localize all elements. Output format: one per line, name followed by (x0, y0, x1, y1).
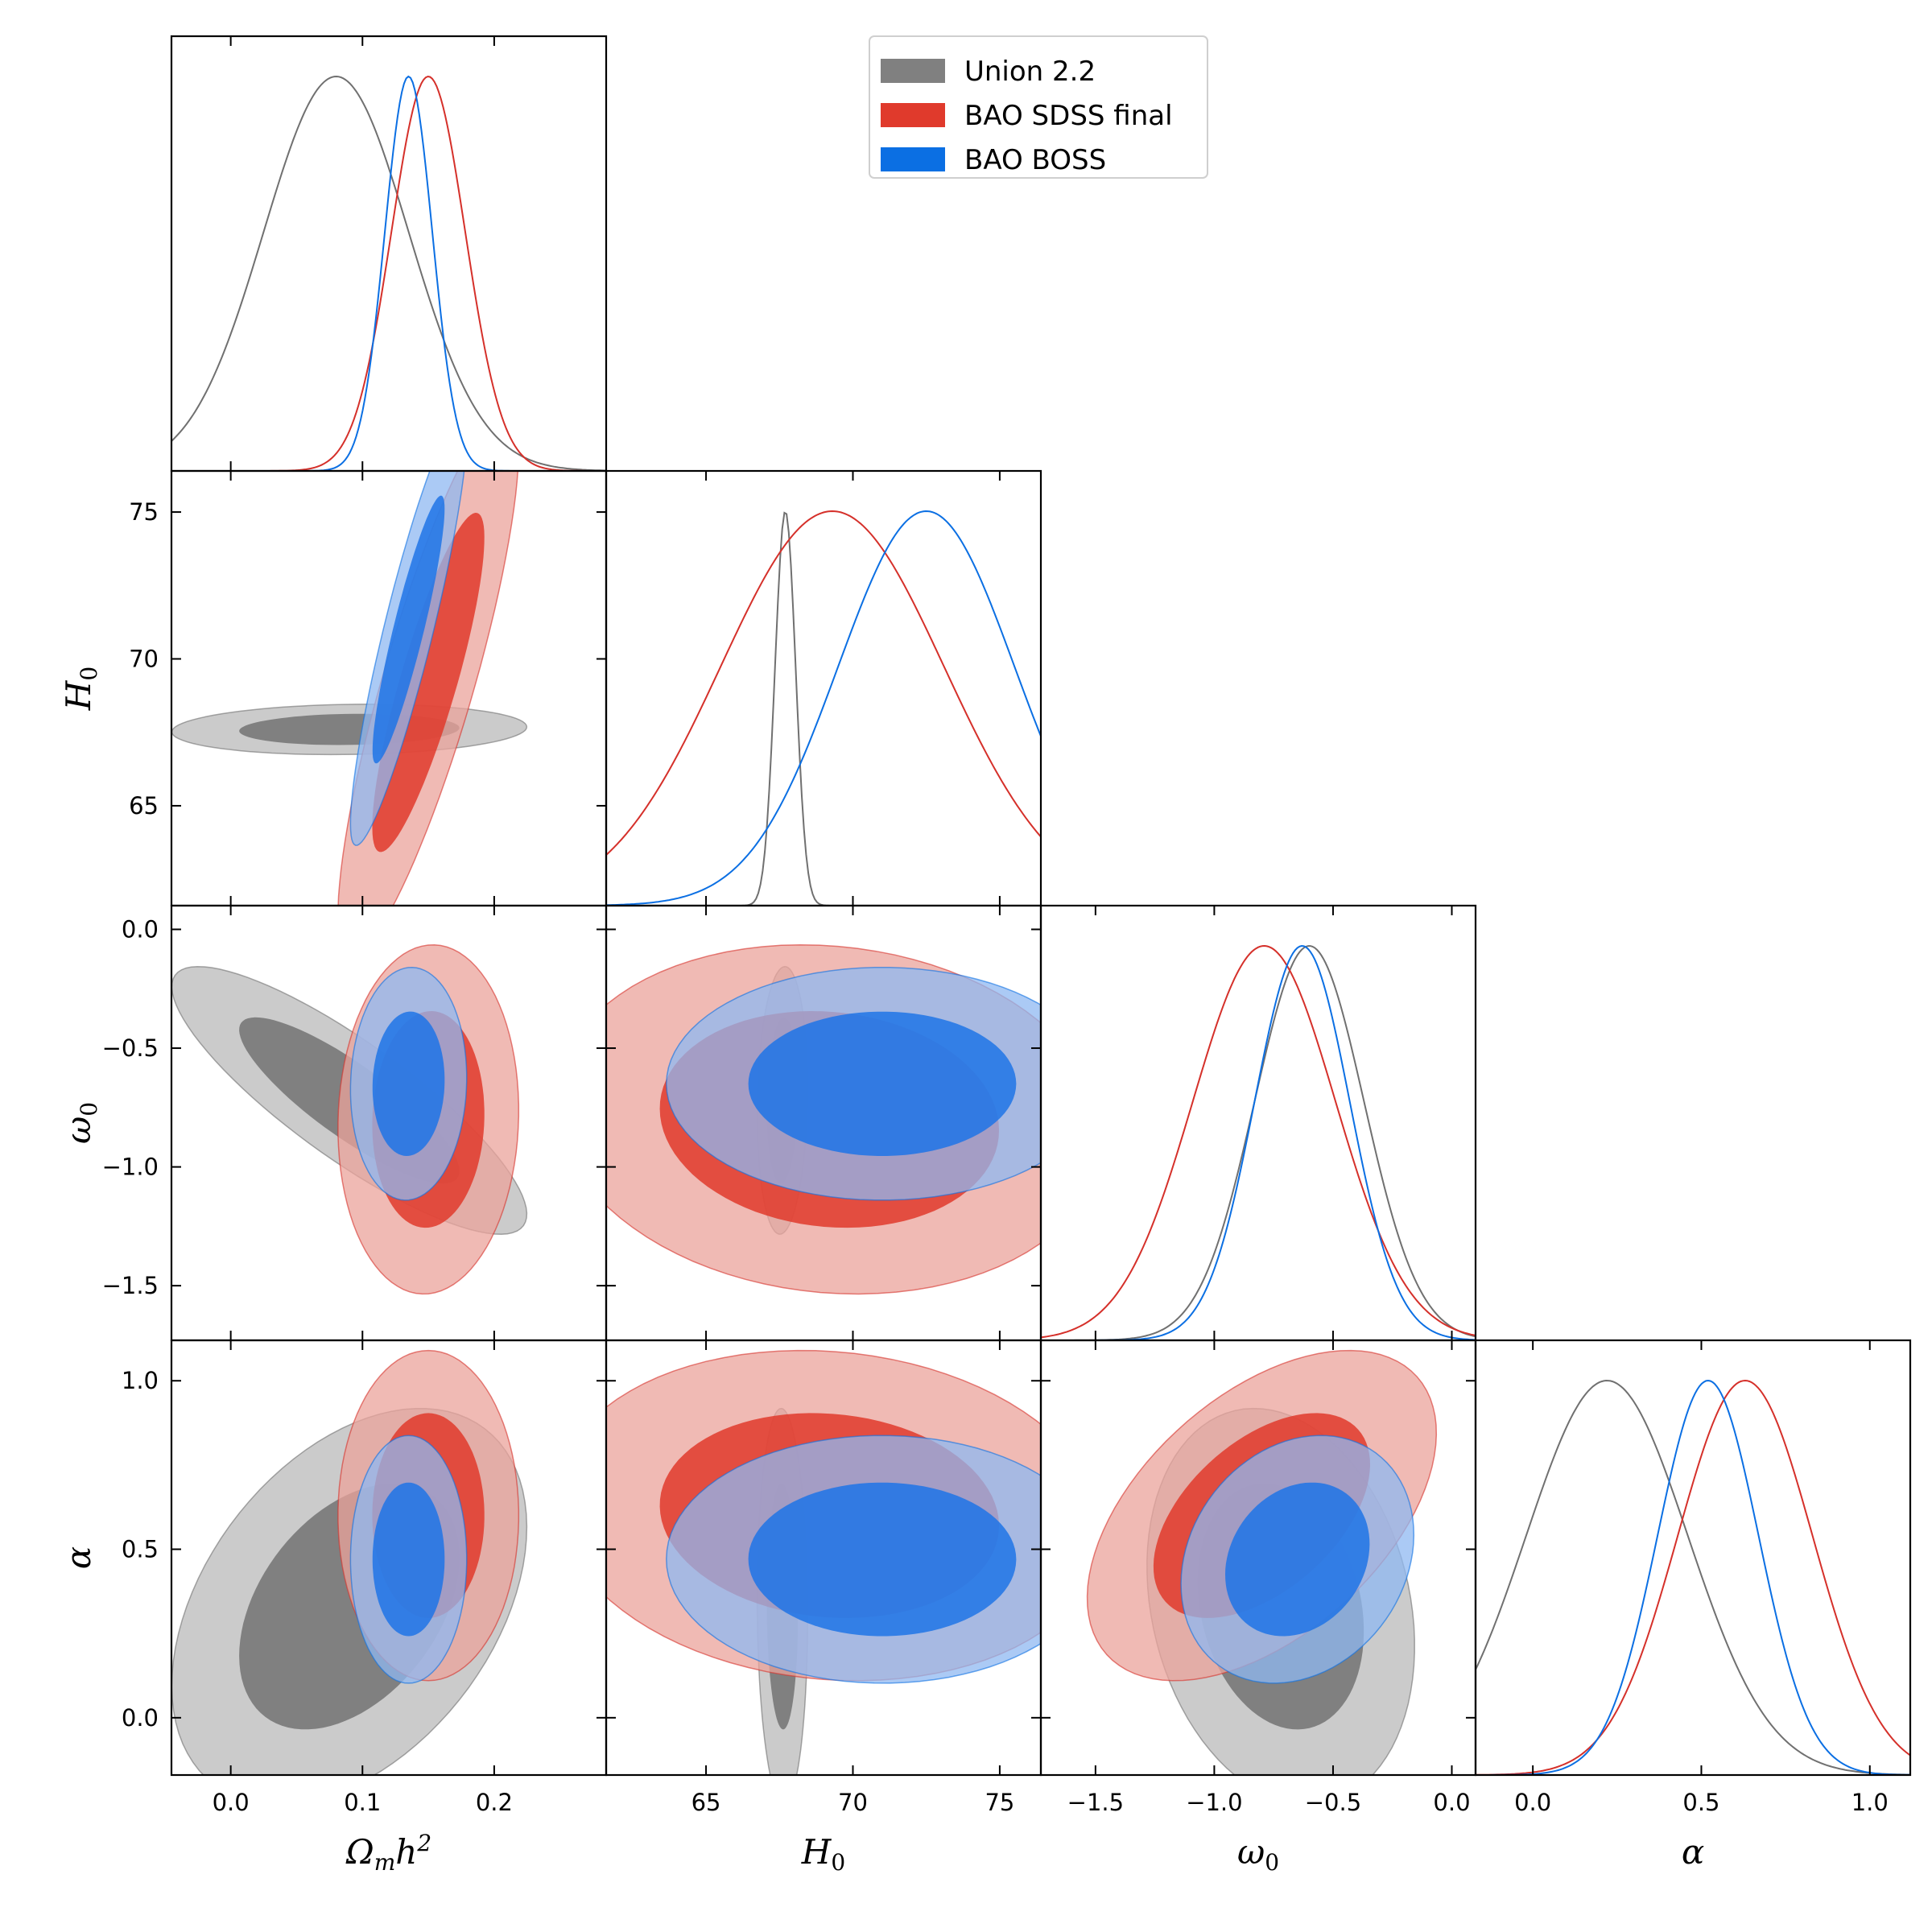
marginal-curve-union-2-2 (1476, 1379, 1910, 1775)
marginal-curve-union-2-2 (606, 511, 1041, 906)
x-tick-label: 0.5 (1682, 1789, 1719, 1816)
marginal-curve-bao-sdss-final (171, 75, 606, 471)
y-tick-label: 0.0 (122, 1704, 159, 1732)
marginal-curve-bao-boss (1041, 944, 1476, 1340)
contour-68-bao-boss (372, 495, 445, 764)
x-tick-label: 1.0 (1852, 1789, 1889, 1816)
y-tick-label: 1.0 (122, 1367, 159, 1394)
axis-label-left-H0: H0 (59, 667, 102, 711)
axis-label-left-w0: ω0 (59, 1102, 102, 1144)
panel-frame (605, 469, 1042, 907)
x-tick-label: 0.0 (1514, 1789, 1551, 1816)
panel-omh2-omh2 (170, 35, 608, 473)
y-tick-label: 75 (129, 498, 159, 526)
legend-swatch (881, 147, 945, 171)
contour-68-bao-boss (372, 1482, 445, 1637)
legend-label: BAO BOSS (964, 144, 1106, 176)
contour-68-bao-boss (372, 1011, 445, 1156)
y-tick-label: 0.0 (122, 916, 159, 943)
x-tick-label: −1.0 (1186, 1789, 1242, 1816)
y-tick-label: −0.5 (102, 1034, 159, 1062)
x-tick-label: 75 (985, 1789, 1014, 1816)
panel-H0-w0 (605, 904, 1042, 1342)
y-tick-label: 70 (129, 646, 159, 673)
x-tick-label: −1.5 (1067, 1789, 1124, 1816)
contour-68-bao-sdss-final (372, 513, 485, 852)
panel-w0-w0 (1039, 904, 1477, 1342)
marginal-curve-bao-boss (171, 75, 606, 471)
x-tick-label: 70 (838, 1789, 868, 1816)
legend-label: Union 2.2 (964, 56, 1096, 88)
marginal-curve-bao-sdss-final (1041, 944, 1476, 1339)
legend-swatch (881, 59, 945, 83)
axis-label-H0: H0 (801, 1832, 845, 1876)
marginal-curve-union-2-2 (171, 75, 606, 471)
x-tick-label: 0.0 (213, 1789, 250, 1816)
marginal-curve-union-2-2 (1041, 945, 1476, 1340)
panel-frame (1039, 904, 1477, 1342)
y-tick-label: −1.5 (102, 1272, 159, 1299)
marginal-curve-bao-sdss-final (606, 510, 1041, 856)
panel-H0-alpha: 65 70 75 (605, 1339, 1042, 1816)
axis-label-alpha: α (1682, 1832, 1704, 1872)
panel-alpha-alpha: 0.0 0.5 1.0 (1474, 1339, 1912, 1816)
panel-w0-alpha: −1.5 −1.0 −0.5 0.0 (1039, 1339, 1477, 1816)
legend-label: BAO SDSS final (964, 100, 1173, 132)
axis-label-omh2: Ωmh2 (345, 1830, 431, 1876)
axis-label-w0: ω0 (1237, 1832, 1279, 1876)
legend: Union 2.2 BAO SDSS final BAO BOSS (869, 35, 1208, 179)
x-tick-label: 0.1 (344, 1789, 381, 1816)
panel-omh2-H0: 65 70 75 (129, 469, 608, 907)
panel-omh2-alpha: 0.0 0.1 0.2 0.0 0.5 1.0 (122, 1339, 608, 1816)
legend-swatch (881, 103, 945, 127)
marginal-curve-bao-boss (606, 510, 1041, 906)
x-tick-label: 0.0 (1433, 1789, 1470, 1816)
panel-omh2-w0: −1.5 −1.0 −0.5 0.0 (102, 904, 608, 1342)
marginal-curve-bao-sdss-final (1476, 1379, 1910, 1775)
contour-68-bao-boss (748, 1011, 1017, 1156)
axis-label-left-alpha: α (59, 1546, 98, 1569)
marginal-curve-bao-boss (1476, 1379, 1910, 1775)
y-tick-label: −1.0 (102, 1154, 159, 1181)
x-tick-label: −0.5 (1305, 1789, 1361, 1816)
contour-68-bao-boss (1225, 1482, 1370, 1637)
x-tick-label: 0.2 (476, 1789, 513, 1816)
y-tick-label: 65 (129, 792, 159, 819)
x-tick-label: 65 (691, 1789, 721, 1816)
legend-frame (869, 35, 1208, 179)
panel-H0-H0 (605, 469, 1042, 907)
y-tick-label: 0.5 (122, 1536, 159, 1563)
contour-68-bao-boss (748, 1482, 1017, 1637)
panel-frame (1474, 1339, 1912, 1777)
